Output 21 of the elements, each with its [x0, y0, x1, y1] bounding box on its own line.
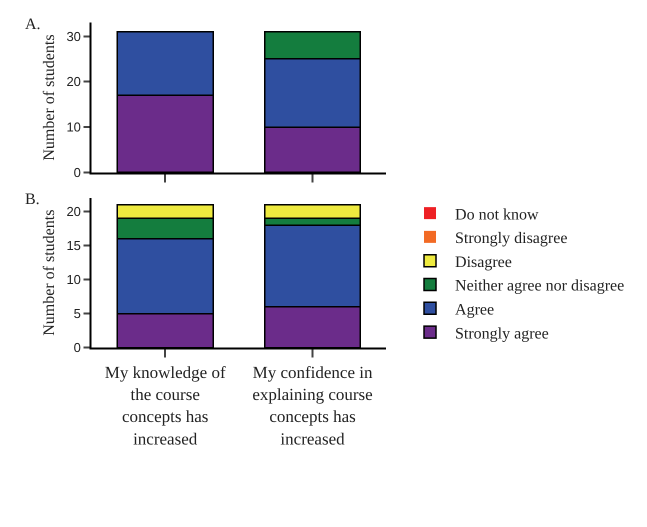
legend-label: Disagree	[455, 254, 512, 271]
legend-label: Strongly disagree	[455, 230, 568, 248]
y-tick-label: 20	[66, 74, 81, 90]
legend-label: Strongly agree	[455, 325, 549, 342]
y-tick-label: 10	[66, 120, 81, 135]
y-tick-label: 30	[66, 28, 81, 44]
legend-label: Neither agree nor disagree	[455, 278, 624, 295]
y-axis-title: Number of students	[40, 210, 58, 336]
x-tick-label: My confidence in explaining course concepts has increased	[252, 363, 373, 448]
chart-title: A.	[25, 16, 41, 33]
y-tick-label: 10	[66, 272, 81, 288]
y-tick-label: 15	[66, 238, 81, 254]
y-tick-label: 0	[74, 340, 81, 356]
legend-label: Agree	[455, 302, 494, 319]
y-tick-label: 5	[74, 306, 81, 322]
y-axis-title: Number of students	[40, 34, 58, 161]
x-tick-label: My knowledge of the course concepts has increased	[104, 363, 226, 448]
legend-label: Do not know	[455, 206, 540, 224]
y-tick-label: 0	[74, 165, 81, 180]
y-tick-label: 20	[66, 204, 81, 219]
chart-title: B.	[25, 191, 40, 208]
